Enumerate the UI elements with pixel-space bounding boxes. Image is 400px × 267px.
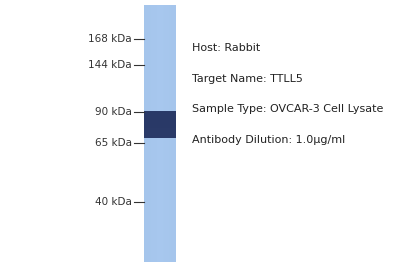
Text: 65 kDa: 65 kDa [95, 138, 132, 148]
Bar [164, 5, 165, 262]
Bar [154, 5, 155, 262]
Text: 40 kDa: 40 kDa [95, 197, 132, 207]
Text: 168 kDa: 168 kDa [88, 34, 132, 44]
Bar [144, 128, 176, 138]
Bar [162, 5, 163, 262]
Bar [152, 5, 153, 262]
Text: Sample Type: OVCAR-3 Cell Lysate: Sample Type: OVCAR-3 Cell Lysate [192, 104, 383, 115]
Bar [166, 5, 167, 262]
Text: Host: Rabbit: Host: Rabbit [192, 43, 260, 53]
Bar [149, 5, 150, 262]
Bar [171, 5, 172, 262]
Bar [167, 5, 168, 262]
Bar [145, 5, 146, 262]
Bar [172, 5, 173, 262]
Bar [144, 5, 176, 262]
Text: 90 kDa: 90 kDa [95, 107, 132, 117]
Bar [147, 5, 148, 262]
Bar [175, 5, 176, 262]
Bar [157, 5, 158, 262]
Bar [146, 5, 147, 262]
Bar [159, 5, 160, 262]
Bar [173, 5, 174, 262]
Bar [170, 5, 171, 262]
Text: Target Name: TTLL5: Target Name: TTLL5 [192, 74, 303, 84]
Bar [169, 5, 170, 262]
Bar [160, 5, 161, 262]
Bar [168, 5, 169, 262]
Bar [163, 5, 164, 262]
Bar [144, 5, 145, 262]
Bar [161, 5, 162, 262]
Bar [153, 5, 154, 262]
Bar [165, 5, 166, 262]
Bar [148, 5, 149, 262]
Bar [144, 111, 176, 138]
Bar [158, 5, 159, 262]
Bar [151, 5, 152, 262]
Bar [156, 5, 157, 262]
Bar [150, 5, 151, 262]
Bar [155, 5, 156, 262]
Text: Antibody Dilution: 1.0µg/ml: Antibody Dilution: 1.0µg/ml [192, 135, 345, 145]
Bar [174, 5, 175, 262]
Text: 144 kDa: 144 kDa [88, 60, 132, 70]
